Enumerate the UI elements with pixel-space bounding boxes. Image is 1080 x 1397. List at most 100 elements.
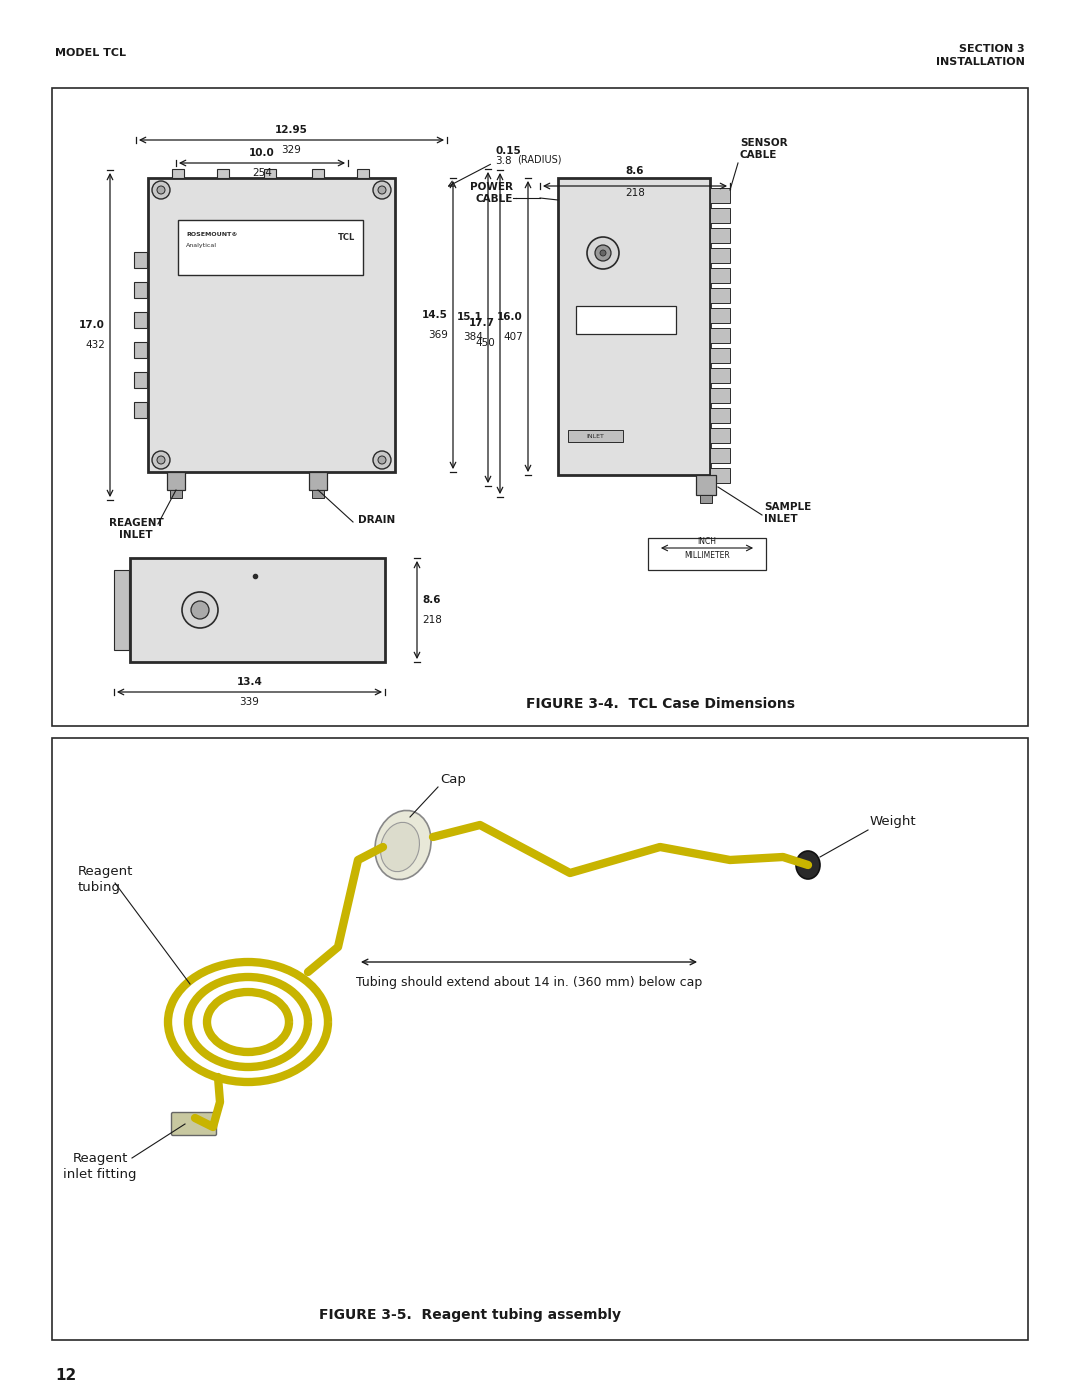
Text: 17.0: 17.0 <box>79 320 105 330</box>
Circle shape <box>157 455 165 464</box>
Bar <box>134 372 147 388</box>
Text: REAGENT: REAGENT <box>109 518 163 528</box>
Text: 407: 407 <box>503 331 523 341</box>
Text: MILLIMETER: MILLIMETER <box>684 550 730 560</box>
Circle shape <box>378 186 386 194</box>
Bar <box>130 557 384 662</box>
FancyBboxPatch shape <box>172 1112 216 1136</box>
Text: Reagent: Reagent <box>72 1153 127 1165</box>
Ellipse shape <box>380 823 419 872</box>
Bar <box>134 251 147 268</box>
Circle shape <box>152 451 170 469</box>
Text: SENSOR: SENSOR <box>740 138 787 148</box>
Text: 3.8: 3.8 <box>495 156 512 166</box>
Circle shape <box>157 186 165 194</box>
Bar <box>710 367 730 383</box>
Bar <box>170 490 183 497</box>
Text: FIGURE 3-5.  Reagent tubing assembly: FIGURE 3-5. Reagent tubing assembly <box>319 1308 621 1322</box>
Text: SAMPLE: SAMPLE <box>764 502 811 511</box>
Text: (RADIUS): (RADIUS) <box>517 155 562 165</box>
Circle shape <box>378 455 386 464</box>
Circle shape <box>373 451 391 469</box>
Bar <box>264 169 276 177</box>
Text: Reagent: Reagent <box>78 865 133 877</box>
Text: 218: 218 <box>625 189 645 198</box>
Circle shape <box>183 592 218 629</box>
Text: 450: 450 <box>475 338 495 348</box>
Bar <box>710 448 730 462</box>
Text: 254: 254 <box>252 168 272 177</box>
Text: 339: 339 <box>240 697 259 707</box>
Text: INCH: INCH <box>698 536 716 546</box>
Bar <box>710 228 730 243</box>
Text: inlet fitting: inlet fitting <box>64 1168 137 1180</box>
Bar <box>710 427 730 443</box>
Text: CABLE: CABLE <box>475 194 513 204</box>
Circle shape <box>588 237 619 270</box>
Text: FIGURE 3-4.  TCL Case Dimensions: FIGURE 3-4. TCL Case Dimensions <box>526 697 795 711</box>
Text: TCL: TCL <box>338 233 355 243</box>
Circle shape <box>152 182 170 198</box>
Text: 13.4: 13.4 <box>237 678 262 687</box>
Bar <box>312 169 324 177</box>
Bar <box>134 282 147 298</box>
Text: 0.15: 0.15 <box>495 147 521 156</box>
Text: tubing: tubing <box>78 882 121 894</box>
Text: INLET: INLET <box>586 433 604 439</box>
Text: MODEL TCL: MODEL TCL <box>55 47 126 59</box>
Text: Analytical: Analytical <box>186 243 217 249</box>
Text: INLET: INLET <box>119 529 152 541</box>
Text: 16.0: 16.0 <box>497 312 523 321</box>
Text: 10.0: 10.0 <box>249 148 275 158</box>
Bar <box>114 570 129 650</box>
Bar <box>134 312 147 328</box>
Text: 8.6: 8.6 <box>422 595 441 605</box>
Text: SECTION 3: SECTION 3 <box>959 43 1025 54</box>
Text: INLET: INLET <box>764 514 798 524</box>
Text: 8.6: 8.6 <box>625 166 645 176</box>
Bar <box>178 219 363 275</box>
Text: 12: 12 <box>55 1368 77 1383</box>
Bar <box>696 475 716 495</box>
Bar <box>710 408 730 423</box>
Text: Cap: Cap <box>440 773 465 787</box>
Text: 432: 432 <box>85 339 105 351</box>
Bar <box>710 328 730 344</box>
Bar <box>710 468 730 483</box>
Text: 17.7: 17.7 <box>469 319 495 328</box>
Text: 329: 329 <box>282 145 301 155</box>
Bar <box>568 430 623 441</box>
Text: CABLE: CABLE <box>740 149 778 161</box>
Bar <box>148 177 395 472</box>
Circle shape <box>595 244 611 261</box>
Ellipse shape <box>796 851 820 879</box>
Bar <box>710 288 730 303</box>
Text: POWER: POWER <box>470 182 513 191</box>
Bar <box>576 306 676 334</box>
Text: 12.95: 12.95 <box>275 124 308 136</box>
Bar <box>167 472 185 490</box>
Circle shape <box>191 601 210 619</box>
Bar <box>309 472 327 490</box>
Circle shape <box>600 250 606 256</box>
Text: INSTALLATION: INSTALLATION <box>936 57 1025 67</box>
Bar <box>172 169 184 177</box>
Bar <box>710 348 730 363</box>
Text: 384: 384 <box>463 332 483 342</box>
Circle shape <box>373 182 391 198</box>
Bar <box>710 307 730 323</box>
Text: 369: 369 <box>428 330 448 339</box>
Text: Weight: Weight <box>870 814 917 828</box>
Bar <box>217 169 229 177</box>
Bar <box>312 490 324 497</box>
Bar <box>710 388 730 402</box>
Bar <box>52 88 1028 726</box>
Bar <box>700 495 712 503</box>
Bar <box>710 189 730 203</box>
Ellipse shape <box>375 810 431 880</box>
Bar <box>710 208 730 224</box>
Bar <box>134 342 147 358</box>
Bar <box>710 268 730 284</box>
Bar <box>710 249 730 263</box>
Text: ROSEMOUNT®: ROSEMOUNT® <box>186 232 238 237</box>
